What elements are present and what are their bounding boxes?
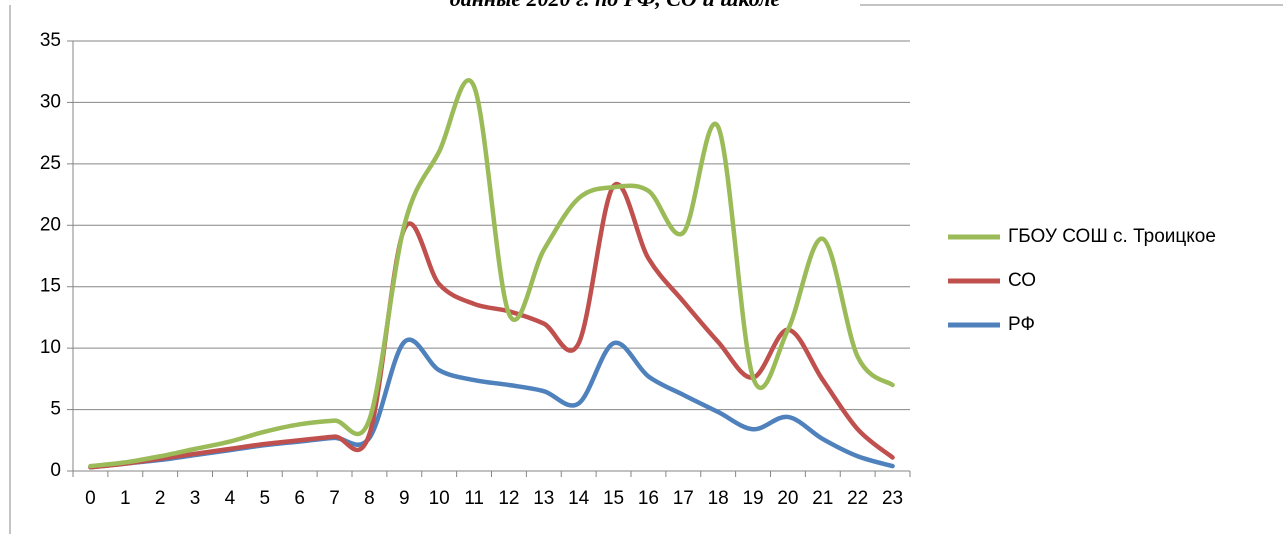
y-tick-label: 15 <box>40 276 61 297</box>
x-tick-label: 4 <box>225 488 236 509</box>
x-tick-label: 13 <box>533 488 554 509</box>
x-tick-label: 1 <box>120 488 131 509</box>
x-tick-label: 12 <box>498 488 519 509</box>
x-tick-label: 2 <box>155 488 166 509</box>
x-tick-label: 22 <box>847 488 868 509</box>
legend-label: СО <box>1008 270 1036 291</box>
legend-label: ГБОУ СОШ с. Троицкое <box>1008 226 1216 247</box>
chart-title: данные 2020 г. по РФ, СО и школе <box>450 0 781 11</box>
x-tick-label: 6 <box>294 488 305 509</box>
y-tick-label: 30 <box>40 91 61 112</box>
x-tick-label: 17 <box>673 488 694 509</box>
x-tick-label: 7 <box>329 488 340 509</box>
x-tick-label: 10 <box>429 488 450 509</box>
legend-label: РФ <box>1008 314 1035 335</box>
y-tick-label: 20 <box>40 214 61 235</box>
series-line <box>88 337 895 470</box>
x-tick-label: 8 <box>364 488 375 509</box>
y-tick-label: 25 <box>40 153 61 174</box>
x-tick-label: 20 <box>777 488 798 509</box>
x-tick-label: 19 <box>742 488 763 509</box>
x-tick-label: 9 <box>399 488 410 509</box>
x-tick-label: 11 <box>464 488 484 509</box>
series-line <box>88 181 895 470</box>
y-tick-label: 0 <box>50 460 61 481</box>
x-tick-label: 21 <box>812 488 833 509</box>
x-tick-label: 14 <box>568 488 590 509</box>
x-tick-label: 5 <box>260 488 271 509</box>
series-line <box>88 78 895 469</box>
x-tick-label: 23 <box>882 488 903 509</box>
y-tick-label: 35 <box>40 30 61 51</box>
x-tick-label: 3 <box>190 488 201 509</box>
x-tick-label: 15 <box>603 488 624 509</box>
y-tick-label: 10 <box>40 337 61 358</box>
x-tick-label: 16 <box>638 488 659 509</box>
x-tick-label: 0 <box>85 488 96 509</box>
y-tick-label: 5 <box>50 399 61 420</box>
x-tick-label: 18 <box>708 488 729 509</box>
